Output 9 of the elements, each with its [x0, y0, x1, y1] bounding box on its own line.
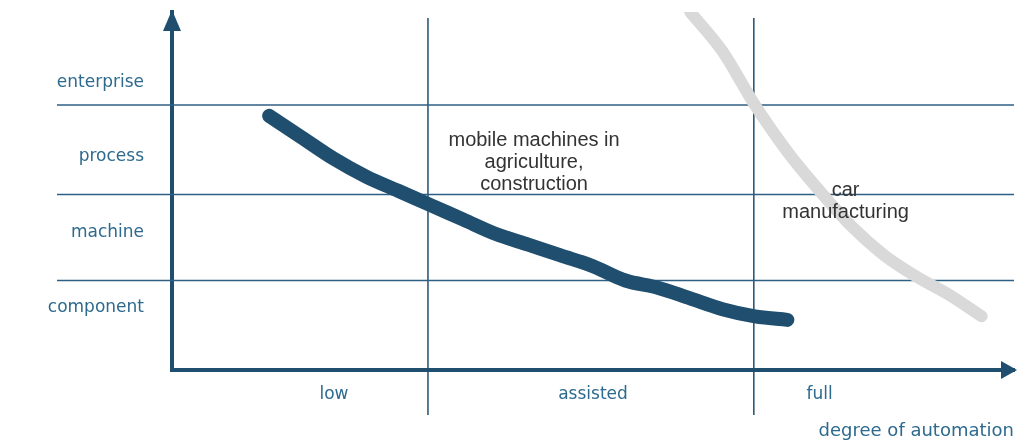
text: machine	[70, 221, 144, 242]
x-axis-title: degree of automation	[818, 418, 1014, 440]
text: enterprise	[56, 70, 144, 91]
annotation: mobile machines in agriculture, construction	[448, 127, 620, 194]
x-tick-label: low	[319, 382, 349, 403]
x-tick-label: assisted	[558, 382, 628, 403]
text: process	[78, 145, 145, 166]
text: component	[47, 296, 145, 317]
x-tick-label: full	[806, 382, 833, 403]
